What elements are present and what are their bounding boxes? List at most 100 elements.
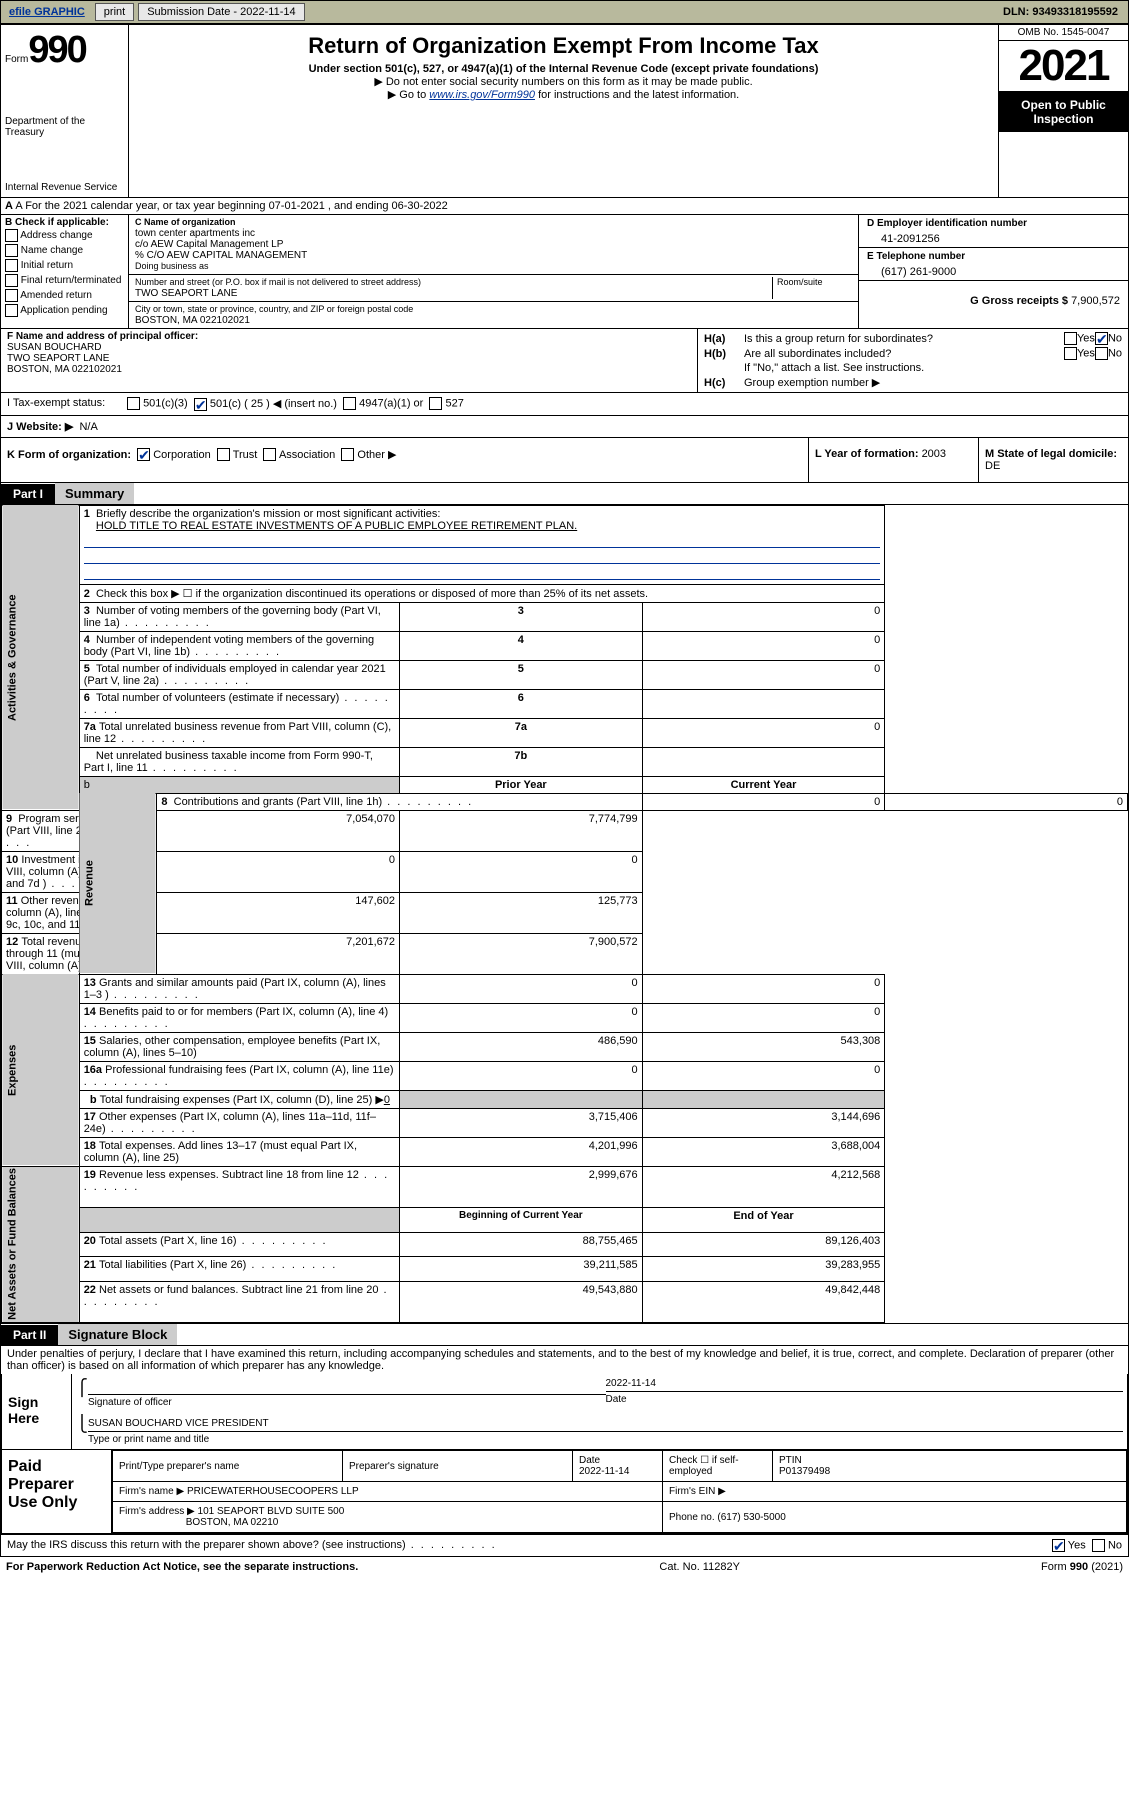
dln: DLN: 93493318195592 — [1003, 6, 1126, 18]
firm-ein-label: Firm's EIN ▶ — [663, 1482, 1127, 1502]
line4-val: 0 — [642, 631, 885, 660]
g-value: 7,900,572 — [1071, 295, 1120, 307]
preparer-label: Paid Preparer Use Only — [2, 1450, 112, 1533]
line16a-prior: 0 — [400, 1061, 643, 1090]
check-amended-return[interactable]: Amended return — [5, 288, 124, 303]
form-subtitle: Under section 501(c), 527, or 4947(a)(1)… — [137, 63, 990, 75]
firm-addr1: 101 SEAPORT BLVD SUITE 500 — [198, 1506, 345, 1517]
subdate-value: 2022-11-14 — [240, 6, 295, 18]
line8-label: Contributions and grants (Part VIII, lin… — [174, 796, 474, 808]
line20-label: Total assets (Part X, line 16) — [99, 1235, 328, 1247]
line21-end: 39,283,955 — [642, 1257, 885, 1281]
subdate-label: Submission Date - — [147, 6, 240, 18]
hb-yes[interactable]: Yes — [1064, 347, 1095, 360]
discuss-yes[interactable]: Yes — [1052, 1539, 1086, 1552]
check-final-return[interactable]: Final return/terminated — [5, 273, 124, 288]
part2-title: Signature Block — [58, 1324, 177, 1345]
org-co1: c/o AEW Capital Management LP — [135, 239, 283, 250]
hb-no[interactable]: No — [1095, 347, 1122, 360]
i-label: I Tax-exempt status: — [7, 397, 127, 411]
sig-officer-field[interactable]: Signature of officer — [88, 1378, 606, 1408]
submission-date-button[interactable]: Submission Date - 2022-11-14 — [138, 3, 304, 21]
line16b-label: Total fundraising expenses (Part IX, col… — [100, 1094, 384, 1106]
ptin-label: PTIN — [779, 1455, 802, 1466]
phone-value: (617) 261-9000 — [867, 262, 1120, 278]
org-other[interactable]: Other ▶ — [341, 449, 396, 461]
ha-yes[interactable]: Yes — [1064, 332, 1095, 345]
discuss-no[interactable]: No — [1092, 1539, 1122, 1552]
line5-label: Total number of individuals employed in … — [84, 663, 386, 687]
netassets-label: Net Assets or Fund Balances — [2, 1166, 80, 1323]
prep-selfemp[interactable]: Check ☐ if self-employed — [663, 1451, 773, 1482]
end-year-hdr: End of Year — [642, 1208, 885, 1232]
line3-num: 3 — [400, 602, 643, 631]
line1-label: Briefly describe the organization's miss… — [96, 508, 440, 520]
check-initial-return[interactable]: Initial return — [5, 258, 124, 273]
line19-prior: 2,999,676 — [400, 1166, 643, 1208]
line11-prior: 147,602 — [157, 892, 400, 933]
line16a-label: Professional fundraising fees (Part IX, … — [84, 1064, 394, 1088]
hc-lbl: H(c) — [704, 377, 744, 389]
line16b-shade1 — [400, 1090, 643, 1108]
print-button[interactable]: print — [95, 3, 134, 21]
header-mid: Return of Organization Exempt From Incom… — [129, 25, 998, 197]
check-name-change[interactable]: Name change — [5, 243, 124, 258]
officer-addr2: BOSTON, MA 022102021 — [7, 364, 122, 375]
goto-link[interactable]: www.irs.gov/Form990 — [429, 89, 535, 101]
tax-year: 2021 — [999, 41, 1128, 92]
firm-name-label: Firm's name ▶ — [119, 1486, 184, 1497]
line17-curr: 3,144,696 — [642, 1108, 885, 1137]
line21-label: Total liabilities (Part X, line 26) — [99, 1259, 337, 1271]
tax-501c[interactable]: 501(c) ( 25 ) ◀ (insert no.) — [194, 397, 337, 411]
line9-prior: 7,054,070 — [157, 810, 400, 851]
block-klm: K Form of organization: Corporation Trus… — [1, 438, 1128, 483]
line19-label: Revenue less expenses. Subtract line 18 … — [84, 1169, 390, 1193]
ha-no[interactable]: No — [1095, 332, 1122, 345]
check-app-pending[interactable]: Application pending — [5, 303, 124, 318]
section-j: J Website: ▶ N/A — [1, 416, 1128, 438]
tax-501c3[interactable]: 501(c)(3) — [127, 397, 188, 411]
ptin-value: P01379498 — [779, 1466, 830, 1477]
line9-curr: 7,774,799 — [400, 810, 643, 851]
form-container: Form 990 Department of the Treasury Inte… — [0, 24, 1129, 1557]
discuss-row: May the IRS discuss this return with the… — [1, 1534, 1128, 1556]
tax-527[interactable]: 527 — [429, 397, 463, 411]
line7a-val: 0 — [642, 718, 885, 747]
org-assoc[interactable]: Association — [263, 449, 335, 461]
page-footer: For Paperwork Reduction Act Notice, see … — [0, 1557, 1129, 1577]
org-trust[interactable]: Trust — [217, 449, 258, 461]
sig-date-field: 2022-11-14 Date — [606, 1378, 1124, 1408]
line20-end: 89,126,403 — [642, 1232, 885, 1256]
firm-phone-label: Phone no. — [669, 1512, 717, 1523]
line10-curr: 0 — [400, 851, 643, 892]
check-address-change[interactable]: Address change — [5, 228, 124, 243]
line3-label: Number of voting members of the governin… — [84, 605, 381, 629]
efile-link[interactable]: efile GRAPHIC — [3, 6, 91, 18]
tax-4947[interactable]: 4947(a)(1) or — [343, 397, 423, 411]
org-name-block: C Name of organization town center apart… — [129, 215, 858, 275]
firm-name-value: PRICEWATERHOUSECOOPERS LLP — [187, 1486, 359, 1497]
block-f-h: F Name and address of principal officer:… — [1, 329, 1128, 393]
form-title: Return of Organization Exempt From Incom… — [137, 29, 990, 63]
hb-lbl: H(b) — [704, 348, 744, 360]
city-label: City or town, state or province, country… — [135, 304, 413, 314]
sign-fields: ⎧ Signature of officer 2022-11-14 Date ⎩… — [72, 1374, 1127, 1449]
section-c: C Name of organization town center apart… — [129, 215, 858, 328]
open-public: Open to Public Inspection — [999, 92, 1128, 132]
section-i: I Tax-exempt status: 501(c)(3) 501(c) ( … — [1, 393, 1128, 416]
topbar: efile GRAPHIC print Submission Date - 20… — [0, 0, 1129, 24]
preparer-fields: Print/Type preparer's name Preparer's si… — [112, 1450, 1127, 1533]
goto-post: for instructions and the latest informat… — [535, 89, 739, 101]
line13-curr: 0 — [642, 974, 885, 1003]
line2-label: Check this box ▶ ☐ if the organization d… — [96, 588, 648, 600]
line7b-val — [642, 747, 885, 776]
org-co2: % C/O AEW CAPITAL MANAGEMENT — [135, 250, 307, 261]
activities-label: Activities & Governance — [2, 505, 80, 810]
line19-curr: 4,212,568 — [642, 1166, 885, 1208]
city-row: City or town, state or province, country… — [129, 302, 858, 328]
line4-label: Number of independent voting members of … — [84, 634, 374, 658]
mission-text: HOLD TITLE TO REAL ESTATE INVESTMENTS OF… — [96, 520, 577, 532]
prep-date-label: Date — [579, 1455, 600, 1466]
org-corp[interactable]: Corporation — [137, 449, 211, 461]
line20-begin: 88,755,465 — [400, 1232, 643, 1256]
